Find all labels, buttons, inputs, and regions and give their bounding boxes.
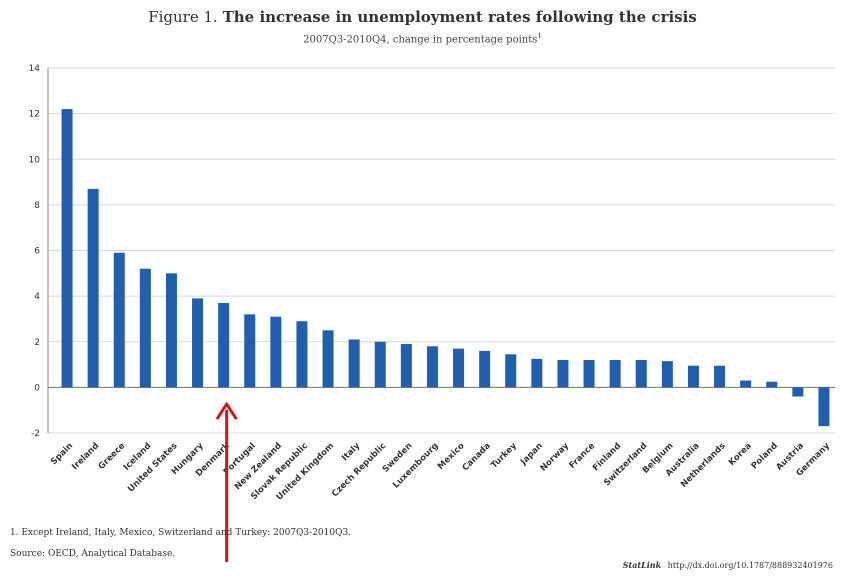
bar-korea — [740, 380, 752, 388]
y-tick-label: -2 — [31, 429, 40, 439]
bar-poland — [766, 381, 778, 388]
x-tick-label: Turkey — [489, 441, 519, 471]
bar-netherlands — [714, 365, 726, 388]
bars — [61, 109, 830, 427]
chart-title: Figure 1. The increase in unemployment r… — [0, 8, 845, 26]
bar-france — [583, 360, 595, 388]
figure-label: Figure 1. — [148, 8, 218, 26]
y-tick-label: 8 — [34, 201, 40, 211]
bar-new-zealand — [270, 316, 282, 388]
x-tick-label: Norway — [539, 441, 572, 474]
bar-italy — [348, 339, 360, 388]
y-tick-label: 2 — [34, 338, 40, 348]
bar-united-kingdom — [322, 330, 334, 388]
bar-turkey — [505, 354, 517, 388]
bar-japan — [531, 358, 543, 388]
doi-line: StatLink http://dx.doi.org/10.1787/88893… — [623, 560, 833, 570]
bar-czech-republic — [374, 341, 386, 388]
subtitle-text: 2007Q3-2010Q4, change in percentage poin… — [303, 34, 538, 46]
bar-ireland — [87, 188, 99, 388]
bar-portugal — [244, 314, 256, 388]
bar-spain — [61, 109, 73, 388]
bar-canada — [479, 350, 491, 388]
statlink-logo: StatLink — [622, 560, 662, 570]
bar-norway — [557, 360, 569, 388]
x-tick-label: Italy — [340, 441, 363, 464]
x-tick-label: Ireland — [70, 441, 101, 472]
source-note: Source: OECD, Analytical Database. — [10, 549, 176, 559]
bar-switzerland — [635, 360, 647, 388]
annotation — [216, 402, 238, 562]
y-tick-label: 10 — [29, 155, 41, 165]
bar-greece — [113, 252, 125, 388]
chart-main-title: The increase in unemployment rates follo… — [222, 8, 697, 26]
annotation-arrow-head — [216, 402, 238, 420]
bar-belgium — [661, 361, 673, 388]
x-tick-label: Canada — [461, 441, 493, 473]
bar-germany — [818, 387, 830, 427]
y-tick-label: 0 — [34, 383, 40, 393]
chart-subtitle: 2007Q3-2010Q4, change in percentage poin… — [0, 32, 845, 45]
bar-iceland — [139, 268, 151, 388]
doi-link[interactable]: http://dx.doi.org/10.1787/888932401976 — [667, 561, 833, 570]
y-tick-label: 6 — [34, 247, 40, 257]
bar-mexico — [453, 348, 465, 388]
bar-denmark — [218, 302, 230, 388]
bar-sweden — [400, 344, 412, 388]
bar-hungary — [192, 298, 204, 388]
bar-austria — [792, 387, 804, 397]
bar-australia — [687, 365, 699, 388]
y-tick-label: 12 — [29, 110, 40, 120]
y-tick-label: 14 — [29, 64, 41, 74]
axes: -2 0 2 4 6 8 10 12 14 — [29, 64, 835, 439]
bar-luxembourg — [426, 346, 438, 388]
bar-finland — [609, 360, 621, 388]
bar-united-states — [165, 273, 177, 388]
y-tick-label: 4 — [34, 292, 40, 302]
subtitle-footnote-marker: 1 — [537, 32, 542, 40]
footnote-1: 1. Except Ireland, Italy, Mexico, Switze… — [10, 528, 352, 538]
bar-slovak-republic — [296, 321, 308, 388]
